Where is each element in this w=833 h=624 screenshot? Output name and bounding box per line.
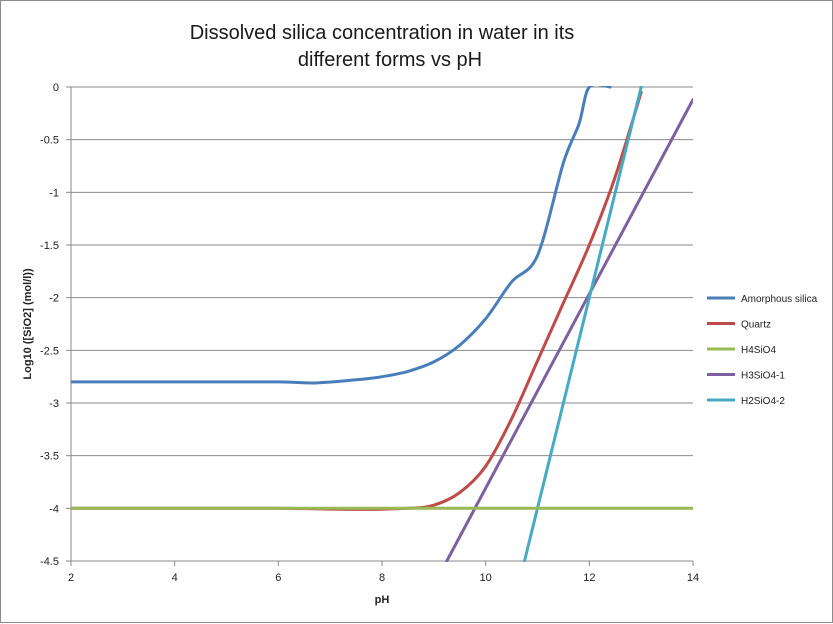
y-tick-label: 0 bbox=[53, 82, 59, 94]
tick-labels: 0 -0.5 -1 -1.5 -2 -2.5 -3 -3.5 -4 -4.5 2 4 6 8 10 12 14 bbox=[40, 82, 699, 584]
y-tick-label: -4.5 bbox=[40, 556, 59, 568]
x-tick-label: 8 bbox=[379, 572, 385, 584]
axes bbox=[66, 86, 694, 566]
x-tick-label: 2 bbox=[68, 572, 74, 584]
x-axis-title: pH bbox=[375, 594, 390, 606]
x-tick-label: 10 bbox=[480, 572, 492, 584]
y-tick-label: -2.5 bbox=[40, 345, 59, 357]
gridlines bbox=[71, 86, 693, 562]
x-tick-label: 12 bbox=[583, 572, 595, 584]
y-tick-label: -4 bbox=[49, 503, 59, 515]
chart-title-line-2: different forms vs pH bbox=[298, 49, 482, 71]
series-line-quartz bbox=[71, 90, 643, 511]
x-tick-label: 6 bbox=[275, 572, 281, 584]
y-tick-label: -1 bbox=[49, 187, 59, 199]
x-tick-label: 14 bbox=[687, 572, 699, 584]
legend: Amorphous silica Quartz H4SiO4 H3SiO4-1 H2Si… bbox=[707, 294, 818, 407]
y-tick-label: -3 bbox=[49, 398, 59, 410]
y-tick-label: -3.5 bbox=[40, 451, 59, 463]
y-axis-title: Log10 ([SiO2] (mol/l)) bbox=[22, 268, 34, 380]
chart-title-line-1: Dissolved silica concentration in water … bbox=[190, 22, 575, 44]
series-line-amorphous-silica bbox=[71, 86, 612, 385]
x-tick-label: 4 bbox=[172, 572, 178, 584]
y-tick-label: -1.5 bbox=[40, 240, 59, 252]
series-lines bbox=[71, 86, 693, 562]
series-line-h2sio4-2 bbox=[523, 86, 643, 562]
legend-entry-label: Quartz bbox=[741, 320, 771, 331]
legend-entry-label: H2SiO4-2 bbox=[741, 396, 785, 407]
legend-entry-label: Amorphous silica bbox=[741, 294, 818, 305]
legend-entry-label: H4SiO4 bbox=[741, 345, 776, 356]
series-line-h3sio4-1 bbox=[445, 98, 693, 562]
legend-entry-label: H3SiO4-1 bbox=[741, 371, 785, 382]
y-tick-label: -0.5 bbox=[40, 135, 59, 147]
y-tick-label: -2 bbox=[49, 293, 59, 305]
